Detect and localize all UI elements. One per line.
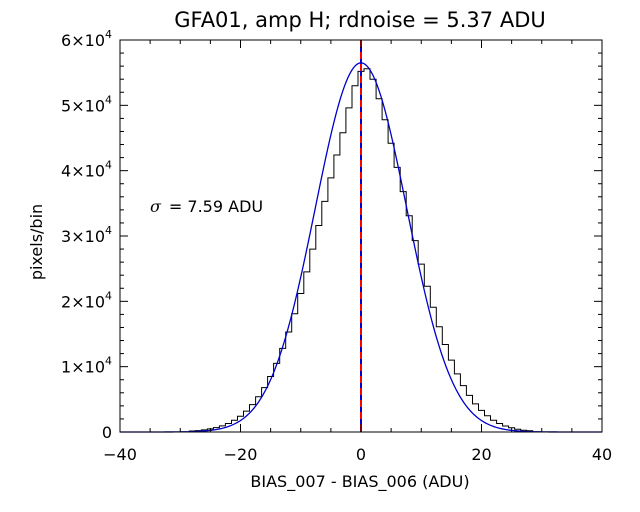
sigma-symbol: σ — [150, 197, 162, 216]
y-tick-label: 1×104 — [61, 355, 112, 377]
sigma-value: = 7.59 ADU — [169, 197, 263, 216]
x-tick-label: 0 — [356, 445, 366, 464]
x-tick-label: −40 — [103, 445, 137, 464]
y-tick-label: 5×104 — [61, 93, 112, 115]
y-tick-exponent: 4 — [105, 159, 112, 172]
y-tick-mantissa: 1×10 — [61, 358, 105, 377]
x-axis-label: BIAS_007 - BIAS_006 (ADU) — [250, 472, 469, 492]
y-tick-exponent: 4 — [105, 289, 112, 302]
y-tick-label: 6×104 — [61, 28, 112, 50]
y-tick-label: 3×104 — [61, 224, 112, 246]
x-tick-label: 20 — [471, 445, 491, 464]
sigma-annotation: σ = 7.59 ADU — [150, 197, 263, 216]
x-tick-label: −20 — [224, 445, 258, 464]
chart-title: GFA01, amp H; rdnoise = 5.37 ADU — [174, 8, 545, 32]
y-tick-label: 0 — [102, 423, 112, 442]
y-axis-label: pixels/bin — [27, 204, 46, 280]
plot-area: −40 −20 0 20 4001×1042×1043×1044×1045×1046×1… — [61, 28, 612, 464]
y-tick-mantissa: 6×10 — [61, 31, 105, 50]
x-tick-label: 40 — [592, 445, 612, 464]
y-tick-mantissa: 4×10 — [61, 162, 105, 181]
y-tick-mantissa: 2×10 — [61, 292, 105, 311]
y-tick-exponent: 4 — [105, 93, 112, 106]
y-tick-mantissa: 5×10 — [61, 96, 105, 115]
y-tick-exponent: 4 — [105, 28, 112, 41]
y-tick-mantissa: 3×10 — [61, 227, 105, 246]
y-tick-label: 4×104 — [61, 159, 112, 181]
y-tick-label: 2×104 — [61, 289, 112, 311]
y-tick-exponent: 4 — [105, 355, 112, 368]
y-tick-exponent: 4 — [105, 224, 112, 237]
